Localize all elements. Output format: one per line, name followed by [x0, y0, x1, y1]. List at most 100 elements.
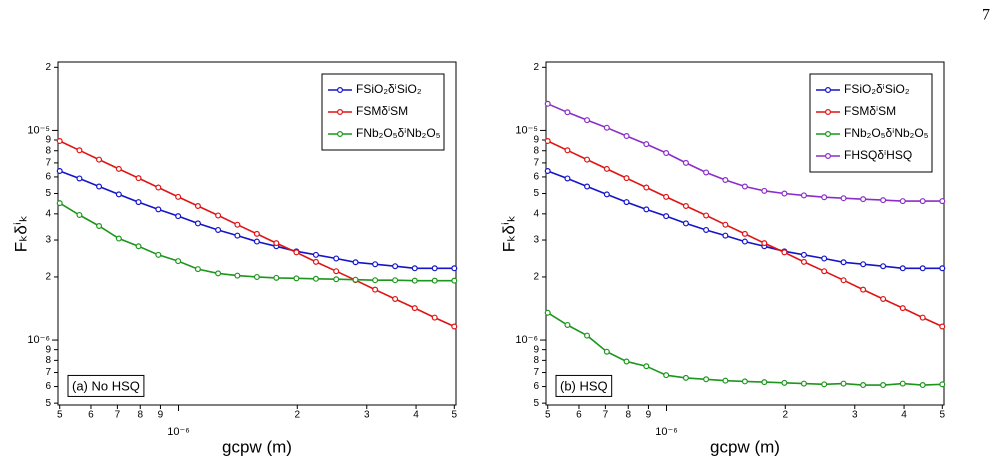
- data-point: [115, 235, 122, 242]
- x-tick-label: 2: [782, 410, 788, 421]
- data-point: [800, 251, 807, 258]
- data-point: [451, 277, 458, 284]
- data-point: [372, 286, 379, 293]
- y-tick-label: 7: [533, 158, 539, 169]
- data-point: [761, 187, 768, 194]
- data-point: [372, 261, 379, 268]
- data-point: [919, 314, 926, 321]
- x-tick-label: 7: [603, 410, 609, 421]
- data-point: [175, 193, 182, 200]
- data-point: [603, 165, 610, 172]
- data-point: [643, 184, 650, 191]
- y-axis-title: Fₖδⁱₖ: [499, 215, 518, 252]
- data-point: [411, 277, 418, 284]
- data-point: [234, 272, 241, 279]
- series-line: [59, 170, 455, 270]
- data-point: [96, 183, 103, 190]
- panel-label: (a) No HSQ: [72, 378, 140, 393]
- data-point: [703, 169, 710, 176]
- y-tick-label: 9: [45, 344, 51, 355]
- data-point: [919, 198, 926, 205]
- data-point: [451, 323, 458, 330]
- y-tick-label: 10⁻⁵: [27, 124, 50, 136]
- data-point: [821, 255, 828, 262]
- data-point: [564, 147, 571, 154]
- data-point: [544, 309, 551, 316]
- y-tick-label: 6: [533, 381, 539, 392]
- y-tick-label: 6: [533, 172, 539, 183]
- data-point: [564, 175, 571, 182]
- x-tick-label: 4: [413, 410, 419, 421]
- data-point: [860, 196, 867, 203]
- data-point: [584, 156, 591, 163]
- data-point: [840, 277, 847, 284]
- data-point: [234, 221, 241, 228]
- data-point: [215, 212, 222, 219]
- data-point: [880, 197, 887, 204]
- data-point: [781, 379, 788, 386]
- data-point: [860, 286, 867, 293]
- legend-label: FHSQδⁱHSQ: [844, 148, 912, 162]
- page-number: 7: [982, 7, 990, 24]
- data-point: [840, 380, 847, 387]
- data-point: [584, 117, 591, 124]
- data-point: [333, 276, 340, 283]
- data-point: [56, 138, 63, 145]
- y-axis-title: Fₖδⁱₖ: [11, 215, 30, 252]
- data-point: [603, 124, 610, 131]
- y-tick-label: 6: [45, 381, 51, 392]
- data-point: [899, 198, 906, 205]
- x-tick-label: 9: [158, 410, 164, 421]
- x-tick-label: 10⁻⁶: [655, 426, 678, 438]
- data-point: [623, 133, 630, 140]
- data-point: [451, 265, 458, 272]
- y-tick-label: 10⁻⁶: [515, 334, 538, 346]
- data-point: [899, 380, 906, 387]
- data-point: [860, 261, 867, 268]
- y-tick-label: 7: [533, 367, 539, 378]
- data-point: [312, 251, 319, 258]
- data-point: [115, 165, 122, 172]
- data-point: [663, 213, 670, 220]
- data-point: [333, 268, 340, 275]
- data-point: [682, 159, 689, 166]
- data-point: [939, 198, 946, 205]
- data-point: [741, 378, 748, 385]
- x-tick-label: 3: [852, 410, 858, 421]
- data-point: [96, 222, 103, 229]
- data-point: [800, 380, 807, 387]
- data-point: [603, 348, 610, 355]
- data-point: [643, 141, 650, 148]
- data-point: [741, 230, 748, 237]
- data-point: [722, 377, 729, 384]
- plot-frame: [57, 61, 457, 406]
- y-tick-label: 7: [45, 367, 51, 378]
- y-tick-label: 8: [45, 145, 51, 156]
- y-tick-label: 8: [533, 355, 539, 366]
- data-point: [741, 238, 748, 245]
- data-point: [919, 382, 926, 389]
- plot-frame: [545, 61, 945, 406]
- data-point: [682, 374, 689, 381]
- y-tick-label: 4: [45, 208, 51, 219]
- data-point: [741, 183, 748, 190]
- y-tick-label: 9: [533, 344, 539, 355]
- data-point: [703, 376, 710, 383]
- data-point: [293, 275, 300, 282]
- data-point: [781, 249, 788, 256]
- legend-label: FSMδⁱSM: [356, 104, 408, 118]
- y-tick-label: 6: [45, 172, 51, 183]
- data-point: [880, 263, 887, 270]
- data-point: [880, 295, 887, 302]
- x-tick-label: 8: [137, 410, 143, 421]
- x-tick-label: 7: [115, 410, 121, 421]
- y-tick-label: 9: [533, 135, 539, 146]
- y-tick-label: 8: [533, 145, 539, 156]
- data-point: [392, 295, 399, 302]
- data-point: [194, 220, 201, 227]
- y-tick-label: 10⁻⁶: [27, 334, 50, 346]
- data-point: [431, 277, 438, 284]
- data-point: [939, 265, 946, 272]
- data-point: [175, 213, 182, 220]
